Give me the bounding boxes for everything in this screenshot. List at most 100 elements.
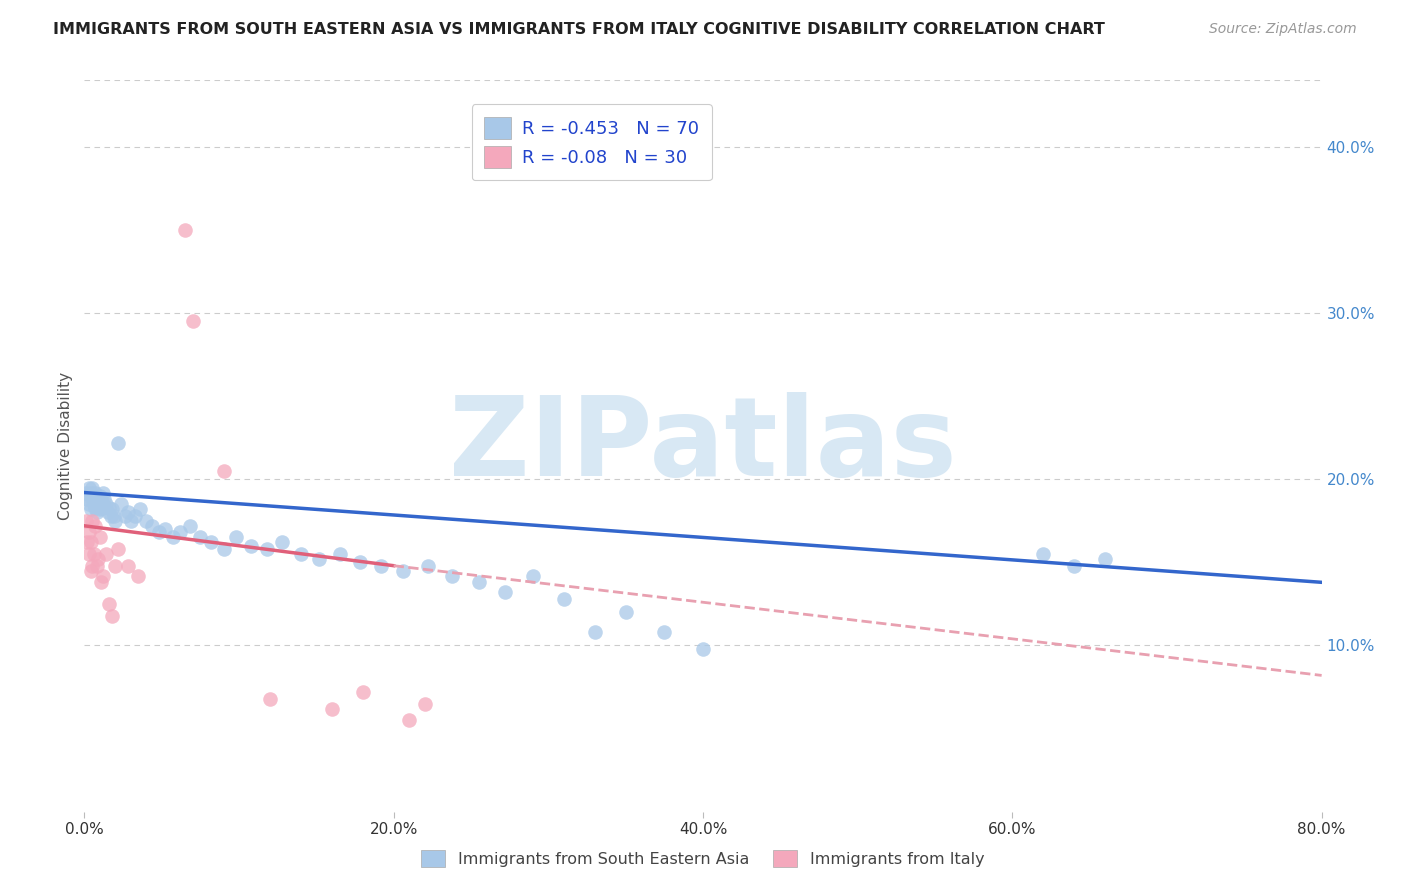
Point (692, 641, 714, 656)
Y-axis label: Cognitive Disability: Cognitive Disability (58, 372, 73, 520)
Point (79, 502, 101, 516)
Point (91, 485, 114, 500)
Point (114, 508, 136, 523)
Point (162, 530, 184, 544)
Point (76, 492, 98, 507)
Point (583, 625, 606, 640)
Point (107, 435, 129, 450)
Point (120, 514, 142, 528)
Legend: R = -0.453   N = 70, R = -0.08   N = 30: R = -0.453 N = 70, R = -0.08 N = 30 (471, 104, 711, 180)
Text: ZIPatlas: ZIPatlas (449, 392, 957, 500)
Point (416, 558, 439, 573)
Point (89, 530, 111, 544)
Point (398, 714, 420, 728)
Point (652, 625, 675, 640)
Point (553, 591, 575, 606)
Point (352, 685, 374, 699)
Point (1063, 558, 1085, 573)
Point (87, 552, 110, 566)
Point (94, 547, 117, 561)
Point (93, 492, 115, 507)
Point (90, 500, 112, 515)
Point (89, 489, 111, 503)
Point (101, 502, 124, 516)
Point (91, 568, 114, 582)
Point (240, 539, 263, 553)
Point (169, 525, 191, 540)
Point (91, 497, 114, 511)
Point (467, 575, 491, 590)
Point (188, 530, 211, 544)
Point (90, 493, 112, 508)
Point (225, 530, 247, 544)
Point (392, 564, 415, 578)
Point (94, 497, 117, 511)
Point (129, 502, 152, 516)
Point (86, 495, 108, 509)
Point (494, 585, 516, 599)
Point (328, 547, 352, 561)
Point (96, 506, 118, 520)
Point (135, 514, 157, 528)
Point (321, 701, 343, 715)
Point (101, 608, 124, 623)
Point (98, 500, 121, 515)
Point (83, 547, 105, 561)
Point (82, 492, 104, 507)
Point (79, 485, 101, 500)
Point (256, 542, 278, 557)
Point (82, 514, 104, 528)
Point (200, 535, 222, 549)
Point (110, 497, 132, 511)
Point (75, 514, 97, 528)
Point (174, 223, 197, 237)
Point (83, 497, 105, 511)
Point (77, 497, 100, 511)
Text: IMMIGRANTS FROM SOUTH EASTERN ASIA VS IMMIGRANTS FROM ITALY COGNITIVE DISABILITY: IMMIGRANTS FROM SOUTH EASTERN ASIA VS IM… (53, 22, 1105, 37)
Point (413, 697, 436, 711)
Point (82, 481, 104, 495)
Point (77, 481, 100, 495)
Point (290, 547, 312, 561)
Point (212, 464, 235, 478)
Point (614, 605, 637, 619)
Point (84, 500, 107, 515)
Point (259, 691, 281, 706)
Legend: Immigrants from South Eastern Asia, Immigrants from Italy: Immigrants from South Eastern Asia, Immi… (415, 844, 991, 873)
Point (75, 485, 97, 500)
Point (84, 485, 107, 500)
Point (117, 506, 139, 520)
Point (349, 555, 371, 569)
Point (82, 558, 104, 573)
Point (89, 502, 111, 516)
Point (104, 558, 127, 573)
Point (127, 568, 149, 582)
Point (98, 597, 121, 611)
Point (76, 535, 98, 549)
Point (522, 568, 544, 582)
Point (141, 518, 163, 533)
Point (83, 489, 105, 503)
Point (117, 558, 139, 573)
Point (87, 492, 110, 507)
Point (179, 518, 201, 533)
Point (271, 535, 294, 549)
Point (84, 518, 107, 533)
Point (90, 575, 112, 590)
Point (1094, 552, 1116, 566)
Text: Source: ZipAtlas.com: Source: ZipAtlas.com (1209, 22, 1357, 37)
Point (124, 508, 146, 523)
Point (103, 508, 125, 523)
Point (79, 535, 101, 549)
Point (370, 558, 392, 573)
Point (107, 542, 129, 557)
Point (77, 525, 100, 540)
Point (308, 552, 330, 566)
Point (148, 525, 170, 540)
Point (181, 314, 204, 328)
Point (153, 522, 176, 536)
Point (86, 506, 108, 520)
Point (104, 514, 127, 528)
Point (77, 547, 100, 561)
Point (212, 542, 235, 557)
